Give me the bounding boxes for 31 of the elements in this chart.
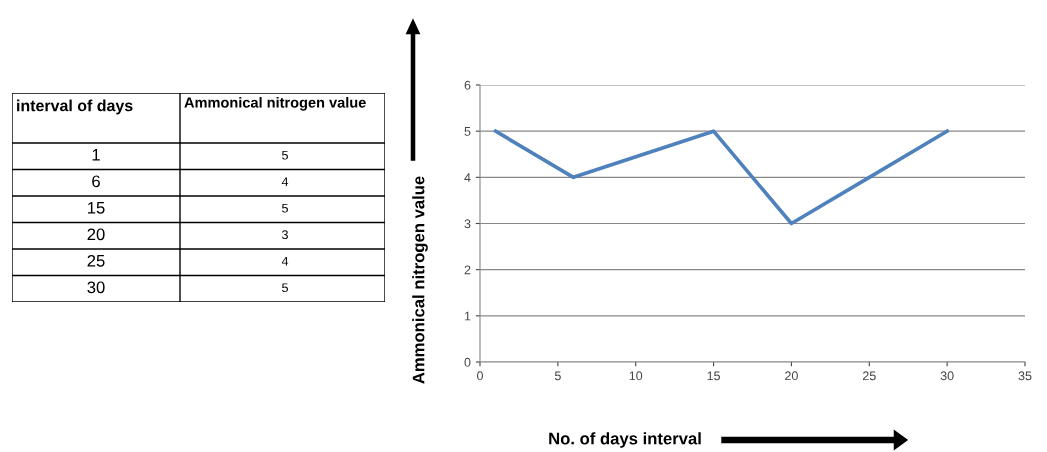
- y-tick-label: 0: [464, 357, 471, 367]
- x-axis-title: No. of days interval: [549, 432, 701, 448]
- text: 4: [281, 177, 289, 186]
- y-tick-label: 4: [464, 173, 471, 182]
- x-tick-label: 10: [629, 371, 643, 381]
- y-tick-label: 5: [464, 127, 471, 136]
- x-tick-label: 15: [707, 371, 720, 381]
- text: Ammonical nitrogen value: [184, 97, 366, 111]
- x-tick-label: 5: [554, 371, 561, 381]
- text: 3: [282, 230, 288, 240]
- x-tick-label: 25: [862, 371, 876, 381]
- text: 1: [92, 149, 100, 161]
- text: 5: [282, 150, 288, 160]
- x-tick-label: 0: [477, 371, 483, 381]
- x-tick-label: 30: [940, 371, 954, 381]
- text: 5: [282, 283, 288, 293]
- text: 15: [88, 202, 105, 214]
- text: 25: [87, 254, 105, 267]
- x-tick-label: 35: [1018, 371, 1032, 381]
- text: 5: [282, 203, 288, 213]
- y-tick-label: 6: [464, 80, 471, 90]
- y-axis-title: Ammonical nitrogen value: [412, 176, 428, 384]
- y-tick-label: 2: [464, 265, 471, 275]
- y-tick-label: 1: [464, 311, 471, 321]
- text: 20: [87, 228, 105, 241]
- text: 6: [92, 175, 100, 188]
- y-tick-label: 3: [464, 219, 471, 229]
- text: interval of days: [17, 99, 133, 115]
- text: 30: [87, 281, 105, 294]
- x-tick-label: 20: [785, 371, 798, 381]
- text: 4: [281, 256, 289, 266]
